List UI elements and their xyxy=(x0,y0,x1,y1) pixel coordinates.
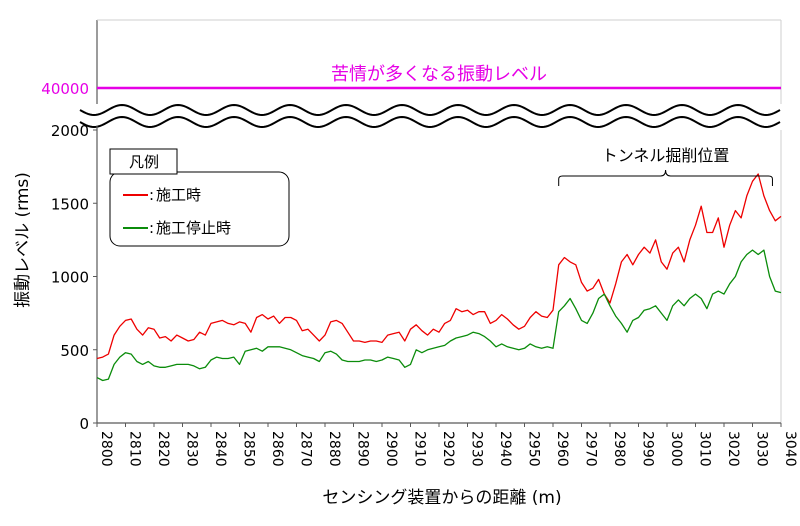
x-tick-label: 2940 xyxy=(497,431,513,467)
x-tick-label: 2970 xyxy=(583,431,599,467)
axis-break xyxy=(79,103,781,129)
x-tick-label: 2990 xyxy=(640,431,656,467)
x-tick-label: 2920 xyxy=(440,431,456,467)
upper-panel: 40000 苦情が多くなる振動レベル xyxy=(41,19,782,104)
x-tick-label: 2850 xyxy=(241,431,257,467)
y-tick-label: 500 xyxy=(60,342,89,360)
x-tick-labels: 2800 2810 2820 2830 2840 2850 2860 2870 2880 2890… xyxy=(98,431,798,467)
legend-title: 凡例 xyxy=(129,153,159,171)
x-tick-label: 3030 xyxy=(754,431,770,467)
x-tick-label: 2930 xyxy=(469,431,485,467)
x-tick-label: 3010 xyxy=(697,431,713,467)
plot-grid xyxy=(93,126,782,427)
legend-colon: : xyxy=(149,186,154,204)
x-tick-label: 2890 xyxy=(355,431,371,467)
legend-colon: : xyxy=(149,219,154,237)
x-tick-label: 2910 xyxy=(412,431,428,467)
y-tick-label: 1000 xyxy=(51,269,89,287)
series-line-stopped xyxy=(96,249,782,382)
tunnel-annotation: トンネル掘削位置 xyxy=(558,146,773,186)
legend-label-construction: 施工時 xyxy=(156,186,201,204)
x-tick-label: 2800 xyxy=(98,431,114,467)
series-layer xyxy=(96,173,782,382)
x-tick-label: 2840 xyxy=(212,431,228,467)
x-tick-label: 2960 xyxy=(554,431,570,467)
x-tick-label: 3040 xyxy=(782,431,798,467)
x-tick-label: 2980 xyxy=(611,431,627,467)
x-tick-label: 2860 xyxy=(269,431,285,467)
x-tick-label: 2870 xyxy=(298,431,314,467)
legend: 凡例 : 施工時 : 施工停止時 xyxy=(109,148,290,247)
x-tick-label: 3020 xyxy=(725,431,741,467)
x-axis-title: センシング装置からの距離 (m) xyxy=(322,488,561,508)
y-axis-title: 振動レベル (rms) xyxy=(13,172,33,308)
x-tick-label: 3000 xyxy=(668,431,684,467)
x-tick-label: 2950 xyxy=(526,431,542,467)
x-tick-label: 2880 xyxy=(326,431,342,467)
y-tick-labels: 0 500 1000 1500 2000 xyxy=(51,122,89,433)
x-tick-label: 2810 xyxy=(127,431,143,467)
y-tick-label: 2000 xyxy=(51,122,89,140)
y-tick-label: 1500 xyxy=(51,195,89,213)
threshold-label: 苦情が多くなる振動レベル xyxy=(331,64,547,85)
x-tick-label: 2830 xyxy=(184,431,200,467)
legend-label-stopped: 施工停止時 xyxy=(156,219,231,237)
x-tick-label: 2900 xyxy=(383,431,399,467)
series-line-construction xyxy=(96,173,782,360)
y-tick-label: 0 xyxy=(79,415,89,433)
x-tick-label: 2820 xyxy=(155,431,171,467)
annotation-text: トンネル掘削位置 xyxy=(602,146,730,165)
threshold-value-label: 40000 xyxy=(41,80,89,98)
